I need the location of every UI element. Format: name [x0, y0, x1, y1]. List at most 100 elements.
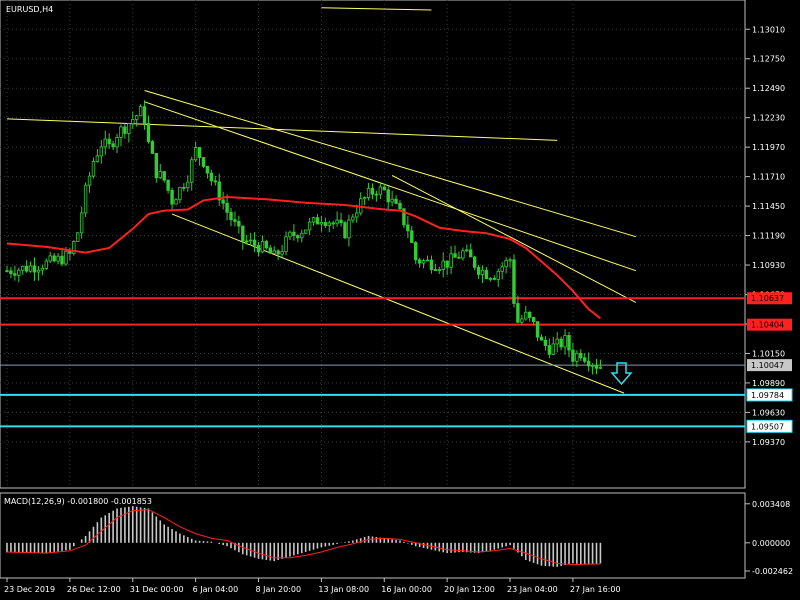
candle [343, 220, 347, 240]
candle [272, 246, 276, 254]
level-box [747, 292, 792, 305]
candle [524, 305, 528, 321]
candle [429, 255, 434, 274]
candle-body [563, 335, 567, 348]
price-tick-label: 1.10930 [752, 261, 785, 270]
candle-body [323, 222, 328, 226]
candle-body [64, 250, 68, 265]
candle [197, 146, 202, 166]
candle [209, 169, 214, 186]
candle [170, 187, 174, 212]
candle-body [315, 217, 320, 225]
candle [421, 258, 426, 269]
candle-body [571, 349, 575, 362]
candle [339, 212, 343, 227]
candle-body [476, 266, 481, 275]
macd-axis: 0.003408 0.000000 -0.002462 [745, 500, 793, 576]
candle-body [402, 208, 406, 226]
candle [154, 153, 159, 183]
candle-body [264, 240, 269, 249]
candle [327, 220, 331, 233]
candle-body [374, 193, 379, 196]
price-pane[interactable]: EURUSD,H4 [0, 0, 746, 489]
candle-body [99, 146, 104, 157]
candle [417, 257, 422, 268]
candle [433, 263, 438, 271]
candle [190, 156, 194, 191]
candle-body [457, 256, 461, 259]
candle [182, 183, 186, 192]
trendlines[interactable] [6, 7, 637, 394]
trendline [6, 118, 558, 141]
candle [480, 265, 485, 284]
candle-body [123, 126, 127, 134]
candle-body [449, 253, 453, 268]
trendline [321, 7, 432, 11]
candle-body [44, 260, 48, 269]
candle [508, 257, 512, 268]
level-label: 1.10047 [751, 361, 784, 370]
candle [131, 111, 135, 129]
candle [492, 275, 497, 281]
candle-body [504, 260, 508, 268]
candle [445, 260, 449, 275]
horizontal-levels[interactable] [0, 297, 745, 428]
candle [335, 211, 339, 227]
candle [323, 217, 328, 229]
candle [44, 258, 48, 270]
price-tick-label: 1.10150 [752, 349, 785, 358]
candle [237, 215, 241, 234]
time-tick-label: 13 Jan 08:00 [318, 585, 369, 594]
candle [469, 243, 473, 258]
candle [127, 122, 131, 143]
candle-body [406, 224, 410, 232]
candle-body [288, 231, 292, 238]
candle [138, 104, 143, 117]
candle [461, 247, 465, 261]
candle-body [469, 249, 473, 258]
candle-body [201, 157, 206, 167]
level-label: 1.09507 [751, 422, 784, 431]
candle [331, 220, 335, 229]
macd-tick-label: 0.000000 [752, 539, 790, 548]
candle-body [178, 187, 182, 201]
candle-body [146, 123, 151, 142]
candle-body [9, 270, 13, 275]
symbol-title: EURUSD,H4 [6, 5, 53, 14]
level-label: 1.10404 [751, 321, 784, 330]
candle-body [174, 199, 178, 205]
candle [142, 100, 147, 130]
candle-body [382, 186, 386, 191]
candle [496, 268, 500, 287]
candle-body [272, 250, 276, 254]
candle-body [567, 335, 571, 351]
candle-body [260, 240, 265, 253]
candle [406, 216, 410, 239]
candle-body [24, 265, 29, 272]
candle-body [300, 232, 304, 239]
candle [76, 232, 80, 242]
candle-body [527, 311, 532, 318]
candle-body [347, 219, 351, 239]
candle [512, 254, 516, 308]
candle-body [48, 255, 52, 262]
candle [28, 261, 33, 273]
candle-body [79, 212, 84, 234]
level-label: 1.10637 [751, 294, 784, 303]
candle [453, 245, 457, 258]
candle [123, 123, 127, 139]
candle [575, 350, 579, 368]
candle [115, 133, 119, 154]
level-box [747, 359, 792, 372]
candle [40, 264, 45, 276]
candle [500, 262, 504, 280]
candle [520, 315, 524, 325]
candle [571, 342, 575, 367]
candle [366, 182, 371, 201]
price-tick-label: 1.11970 [752, 143, 785, 152]
candle [119, 124, 123, 147]
candle-body [461, 250, 465, 259]
candle-body [280, 251, 284, 255]
